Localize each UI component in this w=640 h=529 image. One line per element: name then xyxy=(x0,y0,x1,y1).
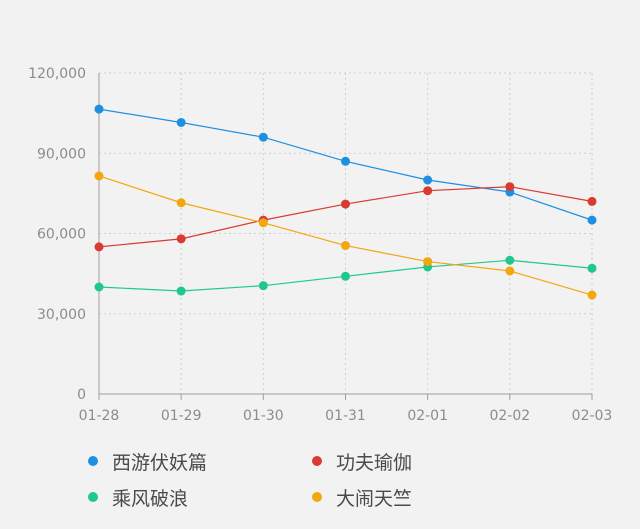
series-lines xyxy=(94,104,597,300)
data-point xyxy=(587,215,597,225)
legend: 西游伏妖篇 功夫瑜伽 乘风破浪 大闹天竺 xyxy=(0,440,640,520)
data-point xyxy=(176,198,186,208)
legend-item-series-3[interactable]: 大闹天竺 xyxy=(312,482,412,512)
legend-item-series-0[interactable]: 西游伏妖篇 xyxy=(88,446,207,476)
series-1 xyxy=(94,182,597,252)
x-tick-labels: 01-28 01-29 01-30 01-31 02-01 02-02 02-03 xyxy=(79,408,613,424)
data-point xyxy=(423,175,433,185)
y-tick-label: 120,000 xyxy=(28,66,86,82)
series-3 xyxy=(94,171,597,300)
grid xyxy=(99,72,593,394)
data-point xyxy=(176,286,186,296)
data-point xyxy=(176,234,186,244)
data-point xyxy=(505,266,515,276)
legend-dot-icon xyxy=(88,456,98,466)
data-point xyxy=(94,242,104,252)
legend-dot-icon xyxy=(312,456,322,466)
legend-dot-icon xyxy=(88,492,98,502)
data-point xyxy=(505,182,515,192)
legend-label: 功夫瑜伽 xyxy=(336,451,413,474)
data-point xyxy=(258,132,268,142)
legend-dot-icon xyxy=(312,492,322,502)
data-point xyxy=(176,117,186,127)
data-point xyxy=(341,156,350,166)
y-tick-label: 0 xyxy=(77,387,86,403)
legend-label: 西游伏妖篇 xyxy=(112,451,208,474)
data-point xyxy=(94,282,104,292)
legend-label: 大闹天竺 xyxy=(336,487,413,510)
series-line xyxy=(98,186,593,248)
data-point xyxy=(94,104,104,114)
x-tick-label: 01-29 xyxy=(161,408,202,424)
y-tick-label: 90,000 xyxy=(37,146,86,162)
x-tick-label: 01-31 xyxy=(325,408,366,424)
data-point xyxy=(505,255,515,265)
x-tick-label: 02-02 xyxy=(489,408,530,424)
x-tick-label: 02-01 xyxy=(407,408,448,424)
x-tick-label: 01-30 xyxy=(243,408,284,424)
x-tick-label: 01-28 xyxy=(79,408,120,424)
legend-item-series-1[interactable]: 功夫瑜伽 xyxy=(312,446,412,476)
x-tick-label: 02-03 xyxy=(572,408,613,424)
series-0 xyxy=(94,104,597,225)
data-point xyxy=(587,290,597,300)
data-point xyxy=(341,271,350,281)
data-point xyxy=(423,186,433,196)
y-tick-label: 60,000 xyxy=(37,227,86,243)
data-point xyxy=(258,218,268,228)
y-tick-labels: 0 30,000 60,000 90,000 120,000 xyxy=(28,66,86,403)
data-point xyxy=(341,199,350,209)
data-point xyxy=(587,196,597,206)
data-point xyxy=(258,281,268,291)
legend-item-series-2[interactable]: 乘风破浪 xyxy=(88,482,188,512)
data-point xyxy=(423,257,433,267)
series-2 xyxy=(94,255,597,296)
data-point xyxy=(587,263,597,273)
axes xyxy=(98,73,593,400)
data-point xyxy=(94,171,104,181)
legend-label: 乘风破浪 xyxy=(112,487,189,510)
data-point xyxy=(341,241,350,251)
y-tick-label: 30,000 xyxy=(37,307,86,323)
